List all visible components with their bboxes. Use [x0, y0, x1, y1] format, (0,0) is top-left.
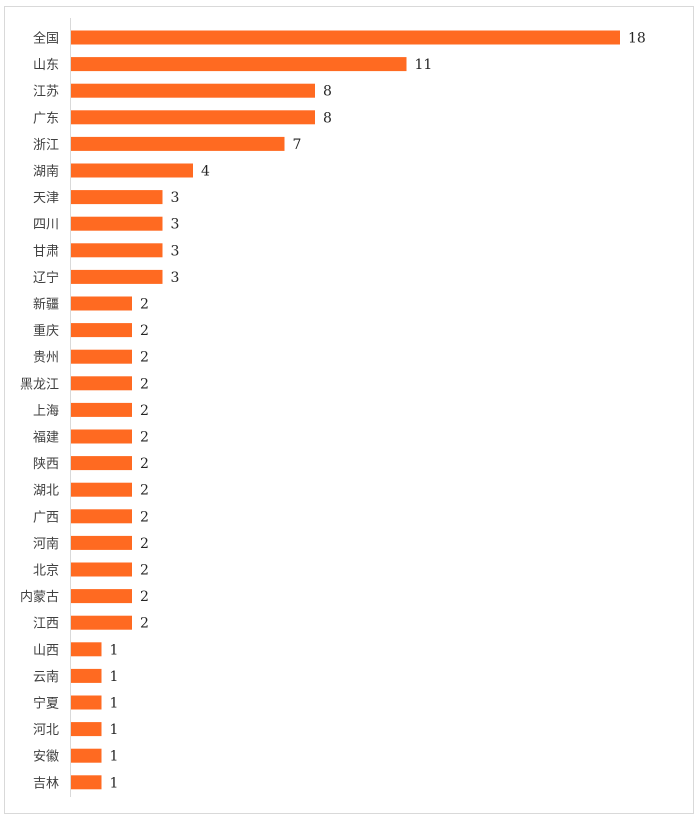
bar	[71, 376, 132, 391]
bar	[71, 296, 132, 311]
category-labels: 全国山东江苏广东浙江湖南天津四川甘肃辽宁新疆重庆贵州黑龙江上海福建陕西湖北广西河…	[20, 31, 59, 792]
data-label: 2	[140, 509, 149, 525]
data-label: 1	[110, 669, 119, 685]
category-label: 北京	[33, 564, 59, 579]
data-label: 2	[140, 350, 149, 366]
bar	[71, 216, 163, 231]
bar	[71, 57, 407, 72]
bar	[71, 748, 102, 763]
category-label: 辽宁	[33, 270, 59, 286]
category-label: 甘肃	[33, 244, 59, 259]
data-label: 1	[110, 722, 119, 738]
data-label: 3	[171, 270, 180, 286]
data-label: 1	[110, 696, 119, 712]
data-label: 3	[171, 217, 180, 233]
data-label: 2	[140, 536, 149, 552]
data-label: 3	[171, 190, 180, 206]
category-label: 河南	[33, 536, 59, 552]
category-label: 山东	[33, 58, 59, 73]
category-label: 新疆	[33, 297, 59, 313]
category-label: 陕西	[33, 457, 59, 472]
bar	[71, 30, 620, 45]
bar	[71, 163, 193, 178]
category-label: 上海	[33, 404, 59, 419]
category-label: 湖北	[33, 484, 59, 499]
bar	[71, 456, 132, 471]
category-label: 吉林	[33, 776, 59, 791]
bar	[71, 110, 315, 125]
data-label: 11	[415, 57, 433, 73]
category-label: 黑龙江	[20, 377, 59, 392]
data-label: 2	[140, 323, 149, 339]
category-label: 贵州	[33, 351, 59, 366]
data-label: 2	[140, 403, 149, 419]
bar	[71, 83, 315, 98]
category-label: 内蒙古	[20, 589, 59, 605]
bar	[71, 589, 132, 604]
category-label: 广西	[33, 510, 59, 525]
bar	[71, 190, 163, 205]
data-label: 2	[140, 297, 149, 313]
bar	[71, 695, 102, 710]
bar	[71, 349, 132, 364]
bar	[71, 535, 132, 550]
category-label: 云南	[33, 669, 59, 685]
data-label: 1	[110, 775, 119, 791]
category-label: 江西	[33, 617, 59, 632]
category-label: 天津	[33, 191, 59, 206]
data-label: 2	[140, 456, 149, 472]
bar	[71, 642, 102, 657]
data-label: 4	[201, 164, 210, 180]
category-label: 河北	[33, 723, 59, 738]
data-label: 1	[110, 749, 119, 765]
bar	[71, 269, 163, 284]
bars	[71, 30, 620, 790]
bar	[71, 136, 285, 151]
category-label: 江苏	[33, 84, 59, 100]
category-label: 湖南	[33, 164, 59, 180]
data-label: 18	[628, 31, 646, 47]
category-label: 全国	[33, 31, 59, 47]
data-label: 2	[140, 376, 149, 392]
data-label: 2	[140, 483, 149, 499]
bar	[71, 562, 132, 577]
bar	[71, 775, 102, 790]
category-label: 安徽	[33, 750, 59, 765]
category-label: 浙江	[33, 138, 59, 153]
data-label: 2	[140, 616, 149, 632]
bar	[71, 323, 132, 338]
bar	[71, 482, 132, 497]
data-label: 3	[171, 243, 180, 259]
data-label: 2	[140, 589, 149, 605]
category-label: 山西	[33, 643, 59, 658]
bar	[71, 243, 163, 258]
category-label: 广东	[33, 111, 59, 126]
data-label: 1	[110, 642, 119, 658]
data-label: 8	[323, 110, 332, 126]
category-label: 福建	[33, 431, 59, 446]
data-label: 2	[140, 430, 149, 446]
category-label: 重庆	[33, 323, 59, 339]
bar	[71, 509, 132, 524]
bar	[71, 722, 102, 737]
bar	[71, 615, 132, 630]
bar	[71, 668, 102, 683]
category-label: 宁夏	[33, 696, 59, 712]
data-label: 8	[323, 84, 332, 100]
bar	[71, 429, 132, 444]
data-label: 7	[293, 137, 302, 153]
bar	[71, 402, 132, 417]
data-label: 2	[140, 563, 149, 579]
category-label: 四川	[33, 218, 59, 233]
